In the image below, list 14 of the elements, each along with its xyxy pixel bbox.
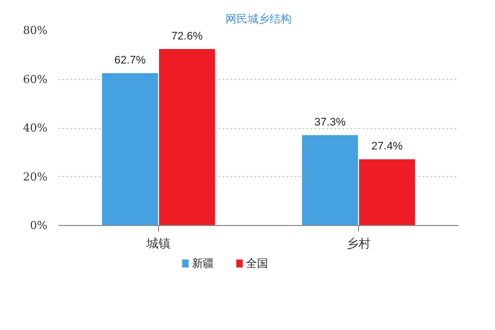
x-tick-label: 乡村 xyxy=(346,236,370,250)
data-label: 72.6% xyxy=(171,30,203,43)
x-tick-label: 城镇 xyxy=(146,236,170,250)
y-tick-label: 60% xyxy=(23,72,48,86)
y-tick-label: 40% xyxy=(23,122,48,134)
data-label: 27.4% xyxy=(371,140,403,153)
data-label: 37.3% xyxy=(314,116,346,129)
y-tick-label: 80% xyxy=(23,24,48,37)
y-tick-label: 20% xyxy=(23,170,48,184)
data-label: 62.7% xyxy=(114,54,146,67)
y-tick-label: 0% xyxy=(30,219,48,232)
legend-label: 全国 xyxy=(246,257,268,270)
chart-title: 网民城乡结构 xyxy=(226,12,292,26)
legend-label: 新疆 xyxy=(192,257,214,270)
